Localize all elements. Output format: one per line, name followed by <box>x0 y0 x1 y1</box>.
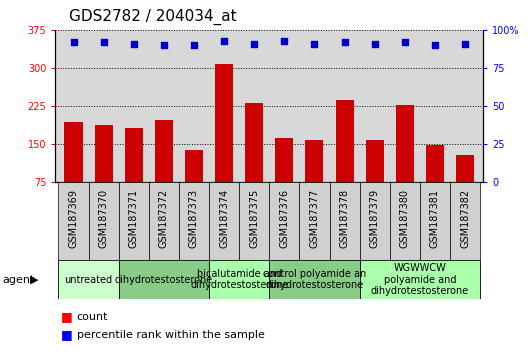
Bar <box>95 125 112 220</box>
Bar <box>59 182 89 260</box>
Bar <box>305 140 324 220</box>
Bar <box>125 127 143 220</box>
Bar <box>396 105 414 220</box>
Point <box>461 41 469 47</box>
Bar <box>155 120 173 220</box>
Text: ■: ■ <box>61 310 72 323</box>
Text: dihydrotestosterone: dihydrotestosterone <box>115 275 213 285</box>
Bar <box>335 99 354 220</box>
Text: GSM187375: GSM187375 <box>249 189 259 248</box>
Point <box>310 41 319 47</box>
Point <box>69 39 78 45</box>
Bar <box>59 260 119 299</box>
Bar <box>64 122 82 220</box>
Bar <box>149 182 179 260</box>
Bar <box>209 260 269 299</box>
Point <box>250 41 258 47</box>
Bar <box>239 182 269 260</box>
Bar <box>456 155 474 220</box>
Point <box>190 42 198 48</box>
Text: ▶: ▶ <box>30 275 38 285</box>
Text: bicalutamide and
dihydrotestosterone: bicalutamide and dihydrotestosterone <box>190 269 288 291</box>
Text: GSM187373: GSM187373 <box>189 189 199 248</box>
Bar <box>269 182 299 260</box>
Point <box>371 41 379 47</box>
Point <box>401 39 409 45</box>
Bar <box>179 182 209 260</box>
Point <box>280 38 289 44</box>
Text: GSM187372: GSM187372 <box>159 189 169 248</box>
Bar <box>329 182 360 260</box>
Text: GSM187376: GSM187376 <box>279 189 289 248</box>
Text: GSM187378: GSM187378 <box>340 189 350 248</box>
Text: control polyamide an
dihydrotestosterone: control polyamide an dihydrotestosterone <box>263 269 366 291</box>
Bar <box>360 260 480 299</box>
Bar <box>185 150 203 220</box>
Point <box>220 38 228 44</box>
Bar <box>360 182 390 260</box>
Text: untreated: untreated <box>64 275 112 285</box>
Text: GDS2782 / 204034_at: GDS2782 / 204034_at <box>69 9 236 25</box>
Point <box>341 39 349 45</box>
Text: GSM187379: GSM187379 <box>370 189 380 248</box>
Text: GSM187370: GSM187370 <box>99 189 109 248</box>
Bar <box>245 103 263 220</box>
Point <box>99 39 108 45</box>
Bar <box>390 182 420 260</box>
Bar <box>275 138 294 220</box>
Bar <box>89 182 119 260</box>
Point <box>129 41 138 47</box>
Text: ■: ■ <box>61 328 72 341</box>
Text: GSM187381: GSM187381 <box>430 189 440 247</box>
Text: GSM187377: GSM187377 <box>309 189 319 248</box>
Bar <box>366 140 384 220</box>
Bar <box>215 64 233 220</box>
Text: WGWWCW
polyamide and
dihydrotestosterone: WGWWCW polyamide and dihydrotestosterone <box>371 263 469 296</box>
Bar <box>269 260 360 299</box>
Text: GSM187382: GSM187382 <box>460 189 470 248</box>
Bar <box>299 182 329 260</box>
Bar <box>450 182 480 260</box>
Bar <box>119 260 209 299</box>
Text: percentile rank within the sample: percentile rank within the sample <box>77 330 265 339</box>
Point <box>159 42 168 48</box>
Point <box>431 42 439 48</box>
Text: agent: agent <box>3 275 35 285</box>
Bar <box>420 182 450 260</box>
Text: GSM187369: GSM187369 <box>69 189 79 247</box>
Text: GSM187374: GSM187374 <box>219 189 229 248</box>
Text: count: count <box>77 312 108 322</box>
Bar <box>426 145 444 220</box>
Bar <box>119 182 149 260</box>
Text: GSM187371: GSM187371 <box>129 189 139 248</box>
Bar <box>209 182 239 260</box>
Text: GSM187380: GSM187380 <box>400 189 410 247</box>
